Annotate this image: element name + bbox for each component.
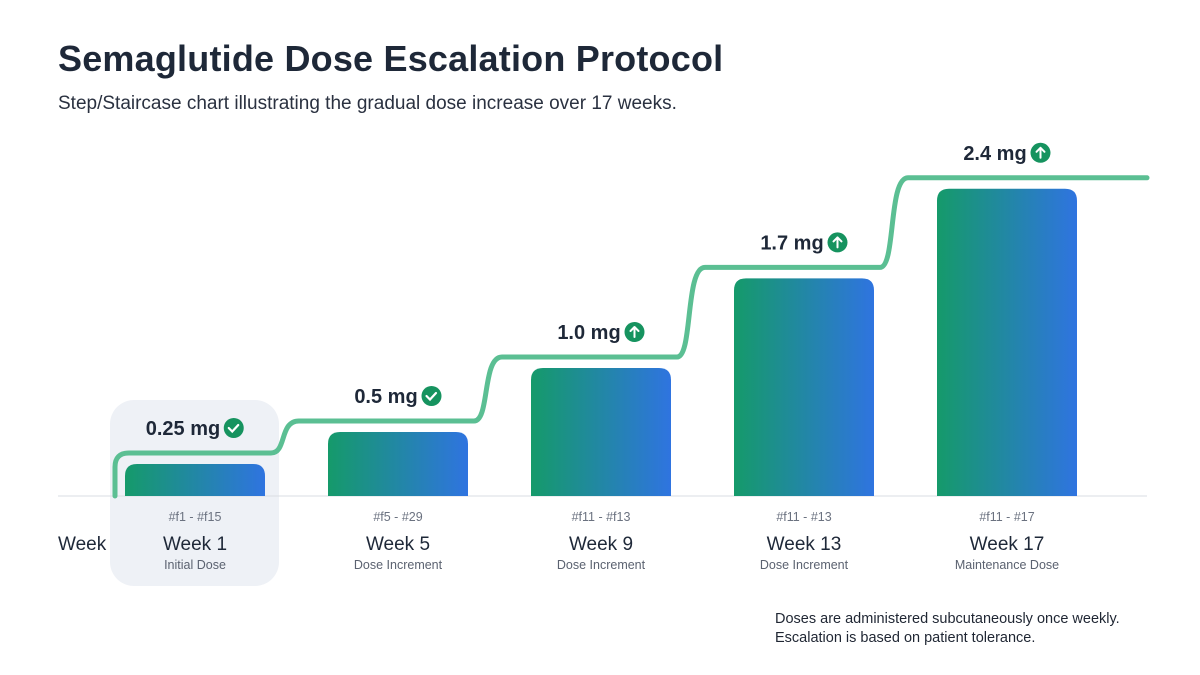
bar bbox=[328, 432, 468, 496]
phase-label: Dose Increment bbox=[760, 558, 849, 572]
footnote: Doses are administered subcutaneously on… bbox=[775, 610, 1120, 648]
value-label: 1.7 mg bbox=[760, 232, 823, 254]
range-label: #f11 - #13 bbox=[776, 510, 831, 524]
x-axis-label: Week bbox=[58, 534, 107, 555]
category-label: Week 9 bbox=[569, 534, 633, 555]
category-label: Week 13 bbox=[767, 534, 842, 555]
footnote-line: Escalation is based on patient tolerance… bbox=[775, 630, 1036, 646]
arrow-up-circle-icon bbox=[624, 322, 645, 342]
value-label: 1.0 mg bbox=[557, 322, 620, 344]
category-label: Week 1 bbox=[163, 534, 227, 555]
chart-subtitle: Step/Staircase chart illustrating the gr… bbox=[58, 93, 677, 114]
range-label: #f11 - #17 bbox=[979, 510, 1034, 524]
footnote-line: Doses are administered subcutaneously on… bbox=[775, 611, 1120, 627]
phase-label: Initial Dose bbox=[164, 558, 226, 572]
check-circle-icon bbox=[421, 386, 442, 406]
category-label: Week 17 bbox=[970, 534, 1045, 555]
chart-title: Semaglutide Dose Escalation Protocol bbox=[58, 38, 724, 79]
range-label: #f1 - #f15 bbox=[169, 510, 222, 524]
check-circle-icon bbox=[223, 418, 244, 438]
arrow-up-circle-icon bbox=[827, 232, 848, 253]
step-line bbox=[112, 175, 1150, 499]
range-label: #f5 - #29 bbox=[373, 510, 422, 524]
range-label: #f11 - #f13 bbox=[572, 510, 631, 524]
phase-label: Maintenance Dose bbox=[955, 558, 1059, 572]
value-label: 0.5 mg bbox=[354, 386, 417, 408]
bar bbox=[734, 278, 874, 496]
value-label: 2.4 mg bbox=[963, 143, 1026, 165]
phase-label: Dose Increment bbox=[354, 558, 443, 572]
value-label: 0.25 mg bbox=[146, 418, 220, 440]
bar bbox=[531, 368, 671, 496]
phase-label: Dose Increment bbox=[557, 558, 646, 572]
category-label: Week 5 bbox=[366, 534, 430, 555]
bar bbox=[937, 188, 1077, 497]
bar bbox=[125, 464, 265, 496]
arrow-up-circle-icon bbox=[1030, 142, 1051, 163]
